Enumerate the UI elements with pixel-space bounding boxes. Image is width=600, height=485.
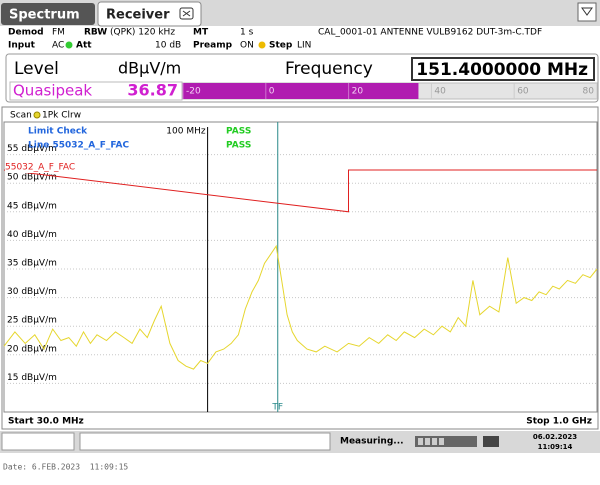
level-bar: -20 0 20 40 60 80	[182, 82, 598, 100]
limit-line	[3, 169, 597, 213]
plot: 55 dBµV/m 50 dBµV/m 45 dBµV/m 40 dBµV/m 35 d…	[3, 122, 598, 413]
chart-header: Scan	[10, 111, 32, 121]
y-tick-label: 45 dBµV/m	[7, 201, 57, 211]
footer: Date: 6.FEB.2023 11:09:15	[3, 463, 128, 472]
tab-spectrum[interactable]	[1, 3, 95, 25]
info-value: (QPK) 120 kHz	[110, 28, 175, 38]
y-tick-label: 55 dBµV/m	[7, 144, 57, 154]
info-key: Input	[8, 41, 36, 51]
info-value: 1 s	[240, 28, 254, 38]
status-date: 06.02.2023	[533, 433, 577, 441]
trace-dot	[33, 111, 41, 119]
close-icon-x	[182, 10, 191, 17]
limit-line-name: 55032_A_F_FAC	[5, 163, 75, 173]
display-line-label: 100 MHz	[166, 127, 206, 137]
status-time: 11:09:14	[538, 443, 573, 451]
limit-result: PASS	[226, 141, 251, 151]
tf-marker-label: TF	[271, 403, 283, 413]
plot-area	[3, 121, 598, 413]
info-value: LIN	[297, 41, 311, 51]
level-bar-tick-label: -20	[186, 87, 201, 97]
status-field	[79, 432, 331, 451]
level-bar-tick-label: 80	[583, 87, 595, 97]
level-bar-tick-label: 40	[434, 87, 446, 97]
status-field	[1, 432, 75, 451]
limit-line-label: Line 55032_A_F_FAC	[28, 141, 129, 151]
y-tick-label: 15 dBµV/m	[7, 373, 57, 383]
start-label: Start 30.0 MHz	[8, 417, 84, 427]
level-bar-fill	[183, 83, 419, 99]
stop-label: Stop 1.0 GHz	[526, 417, 592, 427]
tab-label[interactable]: Receiver	[106, 8, 170, 23]
menu-icon[interactable]	[577, 2, 597, 22]
level-bar-tick-label: 20	[352, 87, 364, 97]
info-value: FM	[52, 28, 65, 38]
info-value: CAL_0001-01 ANTENNE VULB9162 DUT-3m-C.TD…	[318, 28, 542, 38]
level-bar-tick-label: 60	[517, 87, 529, 97]
info-row: Demod FM RBW (QPK) 120 kHz MT 1 s CAL_00…	[8, 28, 542, 51]
limit-label-bg	[5, 162, 81, 174]
y-tick-label: 40 dBµV/m	[7, 230, 57, 240]
tab-label[interactable]: Spectrum	[9, 8, 80, 23]
level-label: Level	[14, 59, 59, 79]
info-key: Demod	[8, 28, 44, 38]
info-key: Att	[76, 41, 92, 51]
status-dot	[258, 41, 266, 49]
y-tick-label: 35 dBµV/m	[7, 259, 57, 269]
info-key: RBW	[84, 28, 107, 38]
info-key: Step	[269, 41, 293, 51]
menu-icon-arrow	[581, 7, 593, 16]
info-key: MT	[193, 28, 209, 38]
progress-icon	[415, 436, 499, 447]
level-unit: dBµV/m	[118, 59, 181, 78]
y-tick-label: 25 dBµV/m	[7, 316, 57, 326]
status-state: Measuring...	[340, 437, 404, 447]
detector: Quasipeak	[13, 82, 92, 100]
limit-check-label: Limit Check	[28, 127, 88, 137]
frequency-label: Frequency	[285, 59, 373, 79]
info-key: Preamp	[193, 41, 233, 51]
frequency-box[interactable]	[411, 57, 595, 81]
level-bar-tick-label: 0	[269, 87, 275, 97]
info-value: AC	[52, 41, 64, 51]
detector-box	[9, 81, 183, 101]
status-dot	[65, 41, 73, 49]
level-value: 36.87	[127, 81, 178, 100]
info-value: 10 dB	[155, 41, 181, 51]
y-tick-label: 30 dBµV/m	[7, 287, 57, 297]
tab-receiver[interactable]	[97, 1, 202, 27]
y-tick-label: 20 dBµV/m	[7, 344, 57, 354]
limit-result: PASS	[226, 127, 251, 137]
frequency-value: 151.4000000 MHz	[416, 60, 588, 80]
y-tick-label: 50 dBµV/m	[7, 173, 57, 183]
legend-entry: 1Pk Clrw	[42, 111, 81, 121]
trace	[3, 244, 598, 370]
info-value: ON	[240, 41, 254, 51]
